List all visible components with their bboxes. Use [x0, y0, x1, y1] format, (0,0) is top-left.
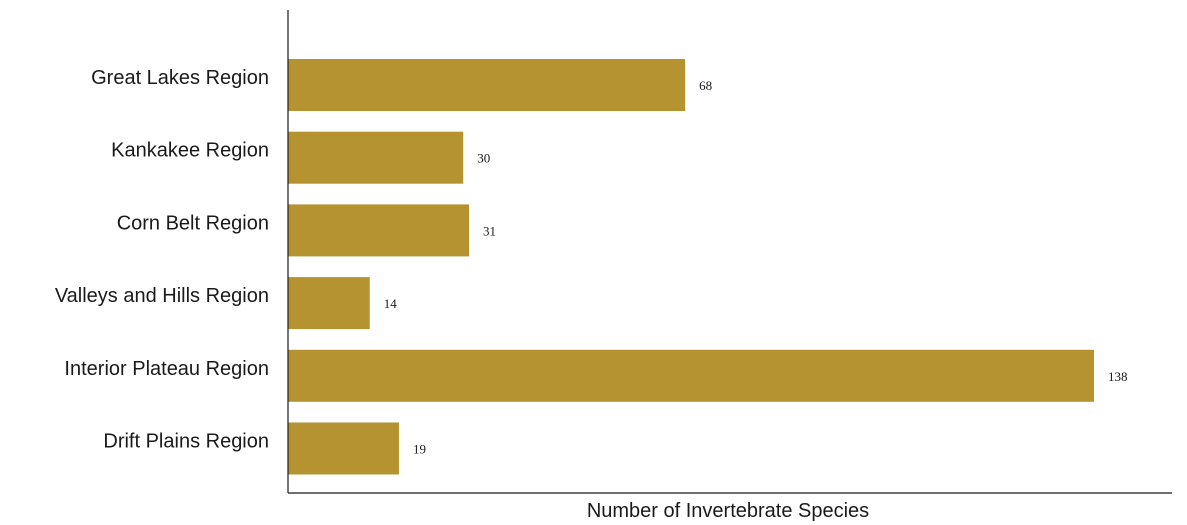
value-label: 30: [477, 151, 490, 166]
category-label: Interior Plateau Region: [64, 358, 269, 380]
bar: [288, 422, 399, 475]
bars-group: [288, 59, 1094, 475]
category-label: Great Lakes Region: [91, 67, 269, 89]
bar: [288, 59, 686, 111]
category-label: Kankakee Region: [111, 140, 269, 162]
value-labels: 68 30 31 14 138 19: [384, 78, 1128, 457]
bar: [288, 277, 370, 330]
value-label: 14: [384, 296, 398, 311]
category-label: Corn Belt Region: [117, 212, 269, 234]
category-label: Drift Plains Region: [103, 431, 269, 453]
bar: [288, 204, 470, 257]
value-label: 68: [699, 78, 712, 93]
category-label: Valleys and Hills Region: [55, 285, 269, 307]
bar: [288, 131, 464, 184]
value-label: 138: [1108, 369, 1128, 384]
value-label: 19: [413, 442, 426, 457]
x-axis-title: Number of Invertebrate Species: [587, 500, 869, 522]
value-label: 31: [483, 223, 496, 238]
bar: [288, 349, 1094, 402]
category-labels: Great Lakes Region Kankakee Region Corn Be…: [55, 67, 269, 453]
